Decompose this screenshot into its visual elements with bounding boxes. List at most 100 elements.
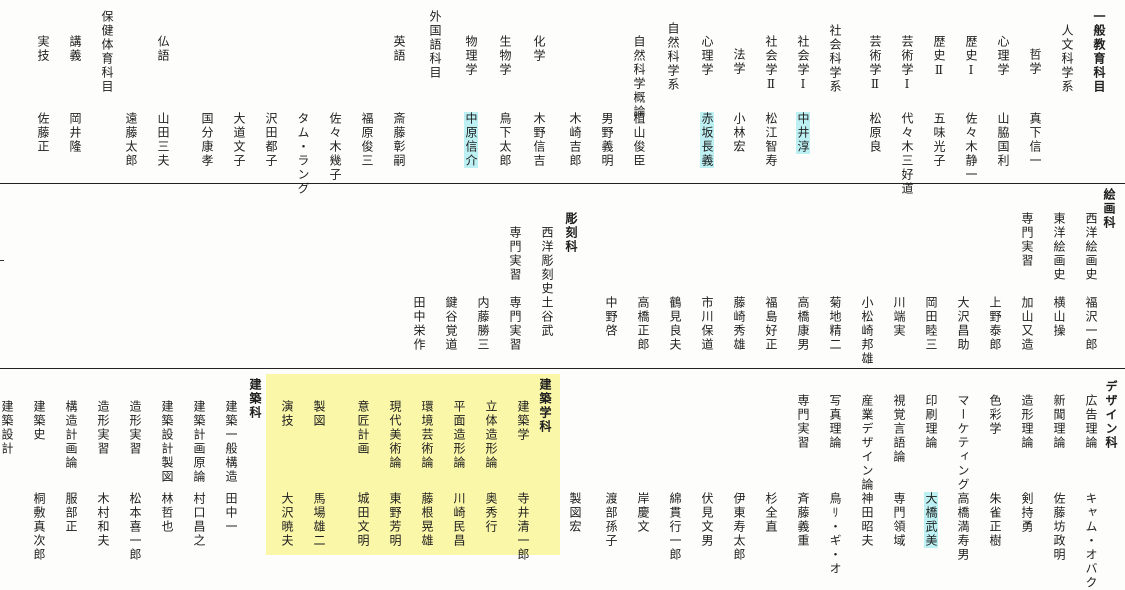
band3-text-column: 林哲也 xyxy=(160,492,174,534)
band3-text-column: 田中一 xyxy=(224,492,238,534)
band1-text-column: 真下信一 xyxy=(1028,112,1042,168)
band2-text-column: 大沢昌助 xyxy=(956,296,970,352)
band2-text-column: 川端実 xyxy=(892,296,906,338)
band3-text-column: 杉全直 xyxy=(764,492,778,534)
band2-text-column: 東洋絵画史 xyxy=(1052,212,1066,282)
band2-text-column: 田中栄作 xyxy=(412,296,426,352)
band3-text-column: 村口昌之 xyxy=(192,492,206,548)
band3-text-column: 神田昭夫 xyxy=(860,492,874,548)
band1-text-column: 法学 xyxy=(732,48,746,76)
band3-text-column: 伊東寿太郎 xyxy=(732,492,746,562)
band3-text-column: 服部正 xyxy=(64,492,78,534)
band1-text-column: 赤坂長義 xyxy=(700,112,714,168)
band3-text-column: 広告理論 xyxy=(1084,394,1098,450)
section-divider-bottom xyxy=(0,368,1125,369)
band3-text-column: 建築計画原論 xyxy=(192,400,206,484)
band3-text-column: 建築科 xyxy=(248,378,262,420)
highlight-zone-design-lectures xyxy=(266,374,560,555)
band3-text-column: 造形実習 xyxy=(128,400,142,456)
band1-text-column: 小林宏 xyxy=(732,112,746,154)
band1-text-column: 心理学 xyxy=(700,35,714,77)
band2-text-column: 藤崎秀雄 xyxy=(732,296,746,352)
band3-text-column: 産業デザイン論 xyxy=(860,394,874,492)
band1-text-column: 芸術学Ⅱ xyxy=(868,35,882,93)
band3-text-column: 建築設計製図 xyxy=(160,400,174,484)
band2-text-column: 専門実習 xyxy=(508,226,522,282)
band1-text-column: 山田三夫 xyxy=(156,112,170,168)
band1-text-column: 佐藤正 xyxy=(36,112,50,154)
band3-text-column: 新聞理論 xyxy=(1052,394,1066,450)
band3-text-column: 斉藤義重 xyxy=(796,492,810,548)
band1-text-column: 男野義明 xyxy=(600,112,614,168)
band1-text-column: 沢田都子 xyxy=(264,112,278,168)
band1-text-column: 遠藤太郎 xyxy=(124,112,138,168)
band3-text-column: 建築設計 xyxy=(0,400,14,456)
band3-text-column: 朱雀正樹 xyxy=(988,492,1002,548)
band1-text-column: 社会科学系 xyxy=(828,24,842,94)
band3-text-column: 構造計画論 xyxy=(64,400,78,470)
band3-text-column: 専門実習 xyxy=(796,394,810,450)
band3-text-column: 剣持勇 xyxy=(1020,492,1034,534)
band1-text-column: 実技 xyxy=(36,35,50,63)
band3-text-column: キャム・オバク xyxy=(1084,492,1098,590)
band1-text-column: 佐々木静一 xyxy=(964,112,978,182)
band3-text-column: 渡部孫子 xyxy=(604,492,618,548)
band3-text-column: 奥秀行 xyxy=(484,492,498,534)
band1-text-column: 哲学 xyxy=(1028,48,1042,76)
band1-text-column: 代々木三好道 xyxy=(900,112,914,196)
band1-text-column: 松江智寿 xyxy=(764,112,778,168)
band3-text-column: 色彩学 xyxy=(988,394,1002,436)
band1-text-column: 国分康孝 xyxy=(200,112,214,168)
band1-text-column: 中原信介 xyxy=(464,112,478,168)
band1-text-column: 外国語科目 xyxy=(428,10,442,80)
band2-text-column: 上野泰郎 xyxy=(988,296,1002,352)
band3-text-column: 佐藤坊政明 xyxy=(1052,492,1066,562)
band1-text-column: 歴史Ⅱ xyxy=(932,35,946,79)
band1-text-column: 自然科学系 xyxy=(666,22,680,92)
band1-text-column: 仏語 xyxy=(156,35,170,63)
band1-text-column: タム・ラング xyxy=(296,112,310,196)
band3-text-column: 建築学科 xyxy=(538,378,552,434)
band3-text-column: 製図 xyxy=(312,400,326,428)
band1-text-column: 心理学 xyxy=(996,35,1010,77)
band1-text-column: 斎藤彰嗣 xyxy=(392,112,406,168)
band3-text-column: 造形理論 xyxy=(1020,394,1034,450)
band1-text-column: 自然科学概論 xyxy=(632,35,646,119)
band3-text-column: 印刷理論 xyxy=(924,394,938,450)
band2-text-column: 絵画科 xyxy=(1102,188,1116,230)
band1-text-column: 社会学Ⅱ xyxy=(764,35,778,93)
band2-text-column: 市川保道 xyxy=(700,296,714,352)
band-general-education: 一般教育科目 人文科学系 哲学 真下信一 心理学 山脇国利 歴史Ⅰ 佐々木静一 歴史Ⅱ 五味光子 芸… xyxy=(0,0,1125,196)
band3-text-column: 建築史 xyxy=(32,400,46,442)
band-design-architecture: デザイン科 広告理論 キャム・オバク 新聞理論 佐藤坊政明 造形理論 剣持勇 色彩学 朱雀正樹 マ… xyxy=(0,378,1118,590)
band3-text-column: 製図宏 xyxy=(568,492,582,534)
band3-text-column: 鳥ﾘ・ギ・オ xyxy=(828,492,842,576)
band-painting-sculpture: 絵画科 西洋絵画史 福沢一郎 東洋絵画史 横山操 専門実習 加山又造 上野泰郎 大沢昌助 岡田睦三… xyxy=(412,188,1116,366)
band1-text-column: 五味光子 xyxy=(932,112,946,168)
band2-text-column: 横山操 xyxy=(1052,296,1066,338)
band2-text-column: 専門実習 xyxy=(508,296,522,352)
band3-text-column: 東野芳明 xyxy=(388,492,402,548)
band3-text-column: 松本喜一郎 xyxy=(128,492,142,562)
band1-text-column: 松原良 xyxy=(868,112,882,154)
band1-text-column: 木野信吉 xyxy=(532,112,546,168)
band3-text-column: 木村和夫 xyxy=(96,492,110,548)
band3-text-column: 環境芸術論 xyxy=(420,400,434,470)
band1-text-column: 講義 xyxy=(68,35,82,63)
band2-text-column: 菊地精二 xyxy=(828,296,842,352)
band2-text-column: 岡田睦三 xyxy=(924,296,938,352)
band1-text-column: 化学 xyxy=(532,35,546,63)
band3-text-column: 建築一般構造 xyxy=(224,400,238,484)
band2-text-column: 高橋康男 xyxy=(796,296,810,352)
band3-text-column: 建築学 xyxy=(516,400,530,442)
band1-text-column: 保健体育科目 xyxy=(100,10,114,94)
band3-text-column: 意匠計画 xyxy=(356,400,370,456)
band3-text-column: マーケティング xyxy=(956,394,970,492)
band3-text-column: 立体造形論 xyxy=(484,400,498,470)
band1-text-column: 人文科学系 xyxy=(1060,24,1074,94)
band1-text-column: 佐々木幾子 xyxy=(328,112,342,182)
band1-text-column: 木崎吉郎 xyxy=(568,112,582,168)
band3-text-column: 大橋武美 xyxy=(924,492,938,548)
band1-text-column: 生物学 xyxy=(498,35,512,77)
band3-text-column: 現代美術論 xyxy=(388,400,402,470)
